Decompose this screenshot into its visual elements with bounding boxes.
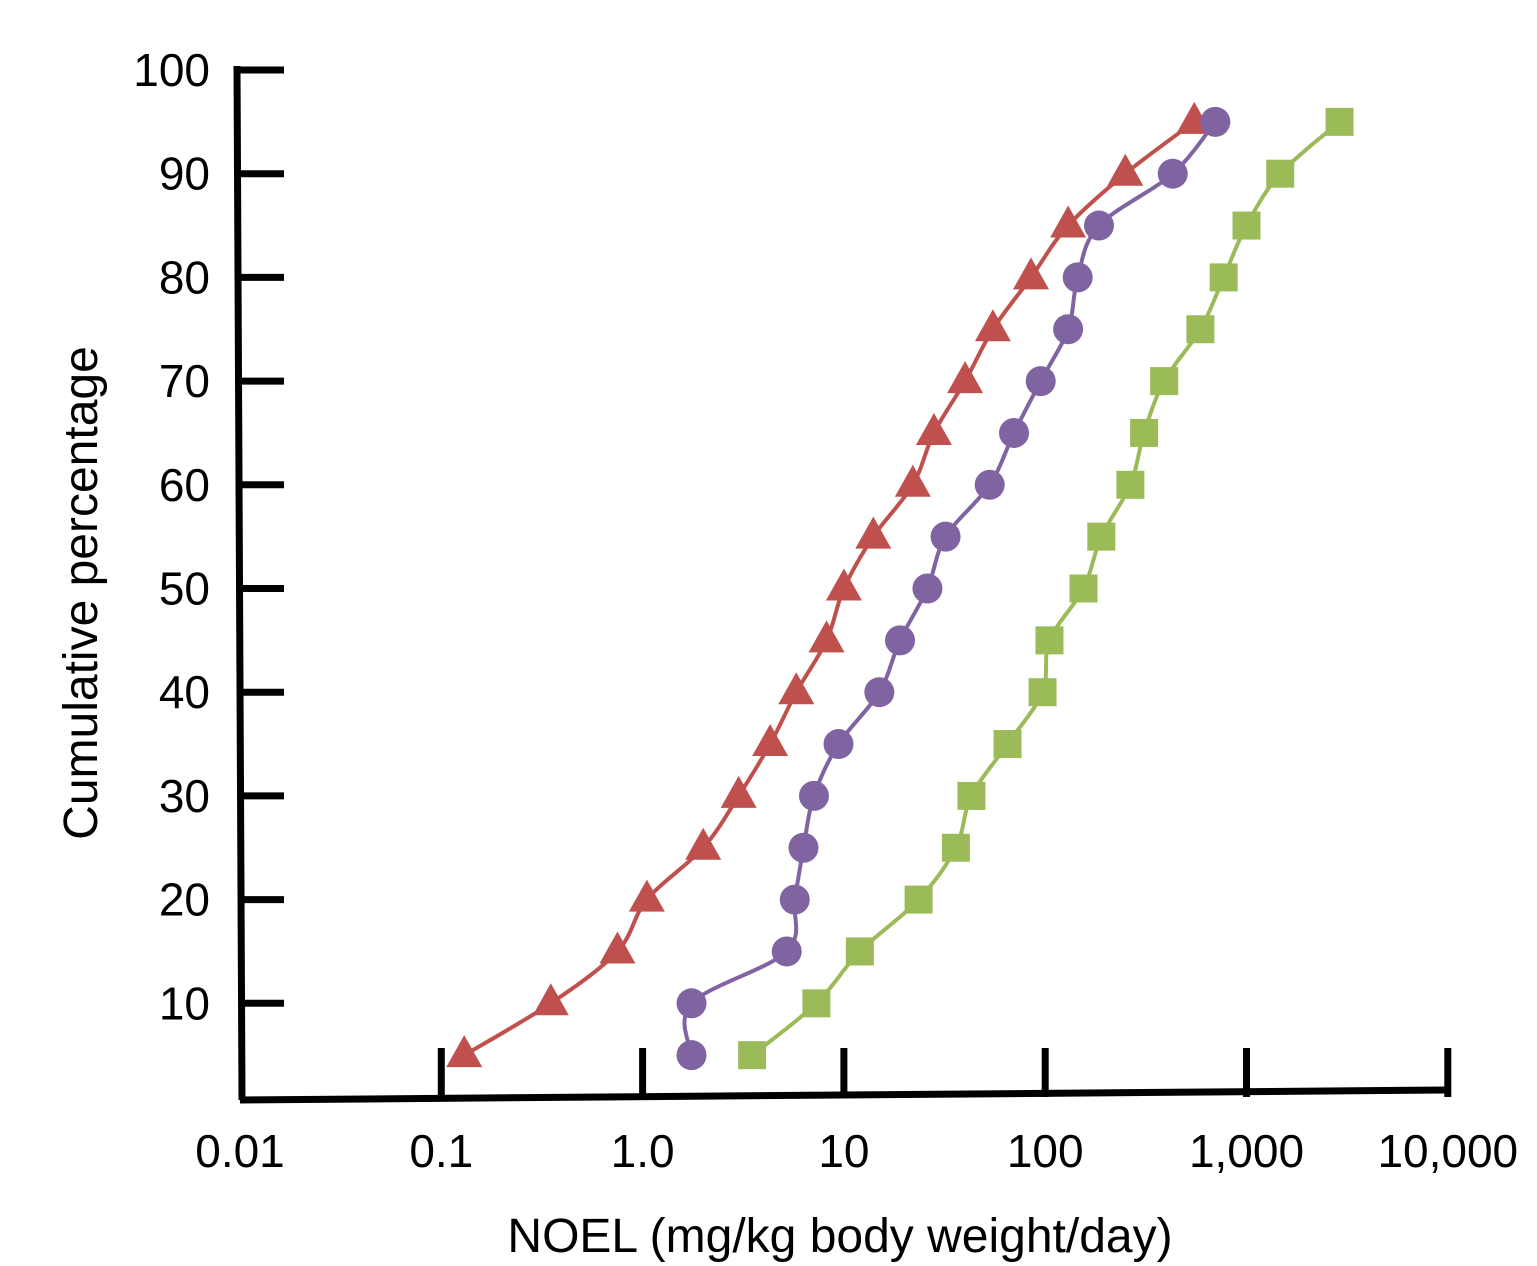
square-point	[957, 781, 986, 810]
tick-labels: 10 20 30 40 50 60 70 80 90 100 0.01 0.1 1.0 10 100 1,00…	[133, 44, 1518, 1177]
x-tick-label: 100	[1007, 1125, 1084, 1177]
tick-marks	[239, 66, 1452, 1097]
square-point	[1209, 263, 1238, 292]
square-point	[1130, 418, 1159, 447]
square-point	[802, 989, 831, 1018]
triangle-point	[752, 724, 789, 757]
y-tick-label: 40	[159, 666, 210, 718]
square-point	[1087, 522, 1116, 551]
series-markers	[446, 101, 1354, 1071]
y-axis-line	[233, 65, 246, 1101]
circle-point	[912, 573, 943, 604]
triangle-point	[532, 983, 569, 1016]
square-point	[904, 885, 933, 914]
circle-point	[885, 625, 916, 656]
circle-point	[1200, 106, 1231, 137]
square-point	[738, 1041, 767, 1070]
circle-point	[823, 729, 854, 760]
triangle-point	[808, 620, 845, 653]
x-tick-label: 0.01	[195, 1125, 285, 1177]
y-tick-label: 30	[159, 770, 210, 822]
square-point	[845, 937, 874, 966]
y-tick-label: 70	[159, 355, 210, 407]
triangle-point	[685, 827, 722, 860]
y-tick-label: 20	[159, 874, 210, 926]
y-axis-label: Cumulative percentage	[55, 346, 108, 840]
triangle-point	[446, 1035, 483, 1068]
square-point	[1116, 470, 1145, 499]
circle-point	[798, 780, 829, 811]
triangle-point	[894, 464, 931, 497]
triangle-point	[974, 309, 1011, 342]
square-point	[1069, 574, 1098, 603]
square-point	[1232, 211, 1261, 240]
triangle-point	[855, 516, 892, 549]
triangle-point	[599, 931, 636, 964]
triangle-point	[720, 775, 757, 808]
x-tick-label: 10	[818, 1125, 869, 1177]
y-tick-label: 60	[159, 459, 210, 511]
y-tick-label: 100	[133, 44, 210, 96]
triangle-point	[1050, 205, 1087, 238]
triangle-point	[825, 568, 862, 601]
triangle-point	[915, 412, 952, 445]
circle-point	[676, 1040, 707, 1071]
x-tick-label: 10,000	[1377, 1125, 1518, 1177]
square-point	[1325, 107, 1354, 136]
square-point	[1028, 678, 1057, 707]
series-line-circle	[682, 120, 1217, 1056]
square-point	[1186, 315, 1215, 344]
circle-point	[1083, 210, 1114, 241]
y-tick-label: 50	[159, 563, 210, 615]
x-tick-label: 1.0	[611, 1125, 675, 1177]
square-point	[993, 730, 1022, 759]
circle-point	[930, 521, 961, 552]
triangle-point	[1012, 257, 1049, 290]
circle-point	[1062, 262, 1093, 293]
circle-point	[864, 677, 895, 708]
circle-point	[1025, 366, 1056, 397]
triangle-point	[1107, 153, 1144, 186]
x-tick-label: 1,000	[1189, 1125, 1304, 1177]
circle-point	[779, 884, 810, 915]
triangle-point	[628, 879, 665, 912]
circle-point	[999, 417, 1030, 448]
square-point	[1150, 367, 1179, 396]
circle-point	[676, 988, 707, 1019]
square-point	[1266, 159, 1295, 188]
y-tick-label: 90	[159, 148, 210, 200]
circle-point	[1053, 314, 1084, 345]
square-point	[941, 833, 970, 862]
circle-point	[974, 469, 1005, 500]
y-tick-label: 80	[159, 251, 210, 303]
circle-point	[771, 936, 802, 967]
y-tick-label: 10	[159, 977, 210, 1029]
x-tick-label: 0.1	[409, 1125, 473, 1177]
square-point	[1035, 626, 1064, 655]
x-axis-label: NOEL (mg/kg body weight/day)	[507, 1210, 1172, 1263]
circle-point	[788, 832, 819, 863]
series-lines	[463, 120, 1341, 1057]
triangle-point	[947, 361, 984, 394]
triangle-point	[778, 672, 815, 705]
circle-point	[1157, 158, 1188, 189]
